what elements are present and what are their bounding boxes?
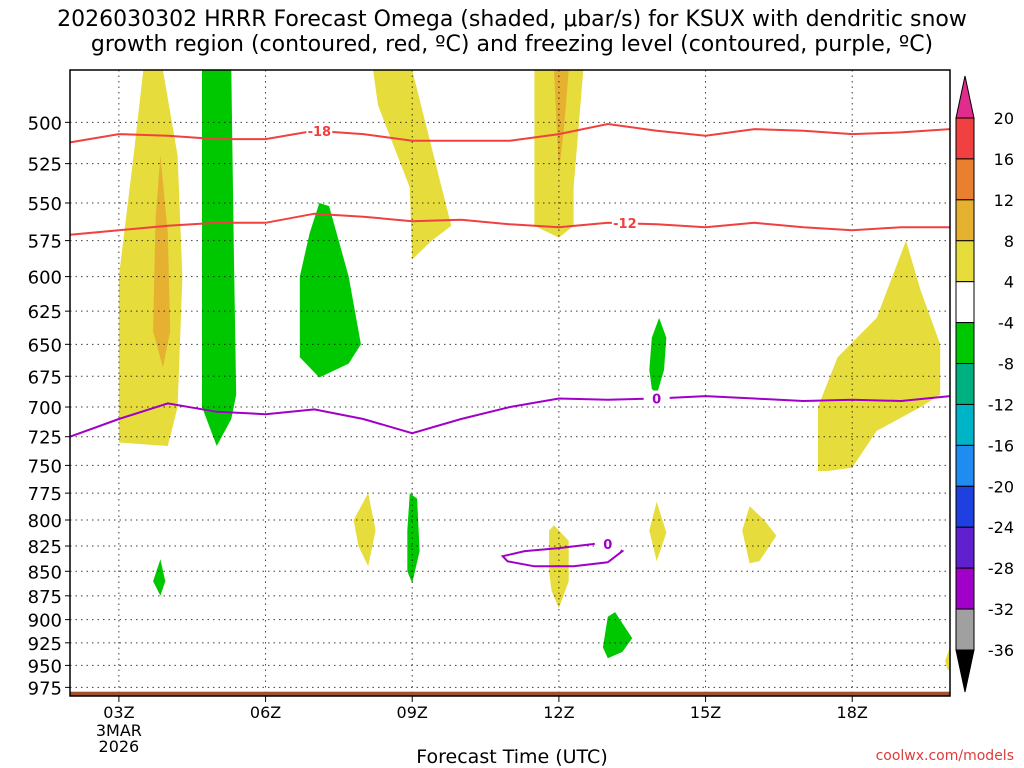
- y-tick-label-775: 775: [28, 484, 62, 505]
- y-tick-label-850: 850: [28, 562, 62, 583]
- isotherm-minus18-line: [70, 122, 950, 144]
- colorbar-band-9: [955, 485, 975, 528]
- colorbar-band-7: [955, 403, 975, 446]
- x-tick-label-03Z: 03Z: [103, 703, 134, 722]
- chart-title-line-2: growth region (contoured, red, ºC) and f…: [90, 32, 934, 57]
- y-tick-label-675: 675: [28, 367, 62, 388]
- isotherm-minus12-line: [70, 212, 950, 236]
- colorbar-label-1: 16: [994, 150, 1014, 169]
- colorbar-label-13: -36: [988, 641, 1014, 660]
- colorbar-label-6: -8: [998, 355, 1014, 374]
- omega-region-1: [153, 155, 171, 368]
- colorbar-label-4: 4: [1004, 273, 1014, 292]
- x-tick-label-12Z: 12Z: [543, 703, 574, 722]
- colorbar-band-12: [955, 608, 975, 651]
- x-tick-label-15Z: 15Z: [690, 703, 721, 722]
- omega-region-3: [299, 203, 361, 378]
- freezing-loop-label: 0: [603, 538, 612, 553]
- y-tick-label-575: 575: [28, 232, 62, 253]
- y-tick-label-975: 975: [28, 678, 62, 699]
- x-tick-label-09Z: 09Z: [397, 703, 428, 722]
- y-tick-label-825: 825: [28, 537, 62, 558]
- omega-region-2: [202, 70, 237, 446]
- omega-region-8: [649, 317, 667, 395]
- colorbar-band-4: [955, 281, 975, 324]
- colorbar-band-5: [955, 322, 975, 365]
- y-tick-label-800: 800: [28, 511, 62, 532]
- colorbar-band-10: [955, 526, 975, 569]
- y-tick-label-875: 875: [28, 587, 62, 608]
- colorbar-label-9: -20: [988, 477, 1014, 496]
- y-tick-label-925: 925: [28, 634, 62, 655]
- freezing-level-label: 0: [652, 393, 661, 408]
- y-tick-label-600: 600: [28, 268, 62, 289]
- isotherm-minus18-label: -18: [308, 125, 332, 140]
- x-tick-label-06Z: 06Z: [250, 703, 281, 722]
- freezing-loop-label-bg: [594, 535, 621, 551]
- omega-region-7: [818, 240, 941, 471]
- y-tick-label-725: 725: [28, 428, 62, 449]
- colorbar-label-2: 12: [994, 191, 1014, 210]
- omega-region-15: [602, 612, 633, 659]
- x-tick-label-18Z: 18Z: [837, 703, 868, 722]
- colorbar-label-3: 8: [1004, 232, 1014, 251]
- terrain-strip: [70, 691, 950, 696]
- colorbar-bottom-arrow: [955, 649, 975, 693]
- x-date-label-0: 3MAR: [96, 721, 142, 740]
- omega-region-14: [153, 559, 166, 596]
- site-credit: coolwx.com/models: [875, 748, 1014, 764]
- omega-region-9: [353, 493, 376, 567]
- colorbar-top-arrow: [955, 75, 975, 119]
- colorbar-band-1: [955, 158, 975, 201]
- y-tick-label-625: 625: [28, 302, 62, 323]
- colorbar-band-2: [955, 199, 975, 242]
- isotherm-minus12-label-bg: [611, 214, 638, 230]
- omega-region-6: [554, 70, 569, 172]
- y-tick-label-750: 750: [28, 456, 62, 477]
- colorbar-label-5: -4: [998, 314, 1014, 333]
- freezing-level-loop: [500, 541, 625, 568]
- y-tick-label-550: 550: [28, 194, 62, 215]
- colorbar-band-3: [955, 240, 975, 283]
- y-tick-label-500: 500: [28, 113, 62, 134]
- x-axis-title: Forecast Time (UTC): [416, 746, 608, 768]
- plot-frame: [69, 69, 951, 697]
- isotherm-minus12-label: -12: [613, 217, 637, 232]
- colorbar-label-11: -28: [988, 559, 1014, 578]
- colorbar-label-7: -12: [988, 395, 1014, 414]
- y-tick-label-950: 950: [28, 656, 62, 677]
- omega-region-10: [407, 493, 420, 584]
- omega-region-16: [945, 647, 950, 670]
- colorbar-band-8: [955, 444, 975, 487]
- y-tick-label-525: 525: [28, 155, 62, 176]
- x-date-label-1: 2026: [99, 737, 140, 756]
- y-tick-label-900: 900: [28, 611, 62, 632]
- colorbar-band-6: [955, 363, 975, 405]
- chart-title-line-1: 2026030302 HRRR Forecast Omega (shaded, …: [57, 7, 967, 32]
- plot-area: -18 -12 0 0: [70, 70, 950, 696]
- colorbar-label-0: 20: [994, 109, 1014, 128]
- y-tick-label-700: 700: [28, 398, 62, 419]
- colorbar-label-12: -32: [988, 600, 1014, 619]
- freezing-level-line: [70, 395, 950, 438]
- omega-region-13: [742, 506, 777, 564]
- isotherm-minus18-label-bg: [306, 122, 333, 138]
- colorbar-label-8: -16: [988, 436, 1014, 455]
- colorbar-band-11: [955, 567, 975, 610]
- omega-region-0: [118, 70, 183, 446]
- colorbar-label-10: -24: [988, 518, 1014, 537]
- y-tick-label-650: 650: [28, 335, 62, 356]
- freezing-level-label-bg: [643, 390, 670, 406]
- colorbar-band-0: [955, 117, 975, 160]
